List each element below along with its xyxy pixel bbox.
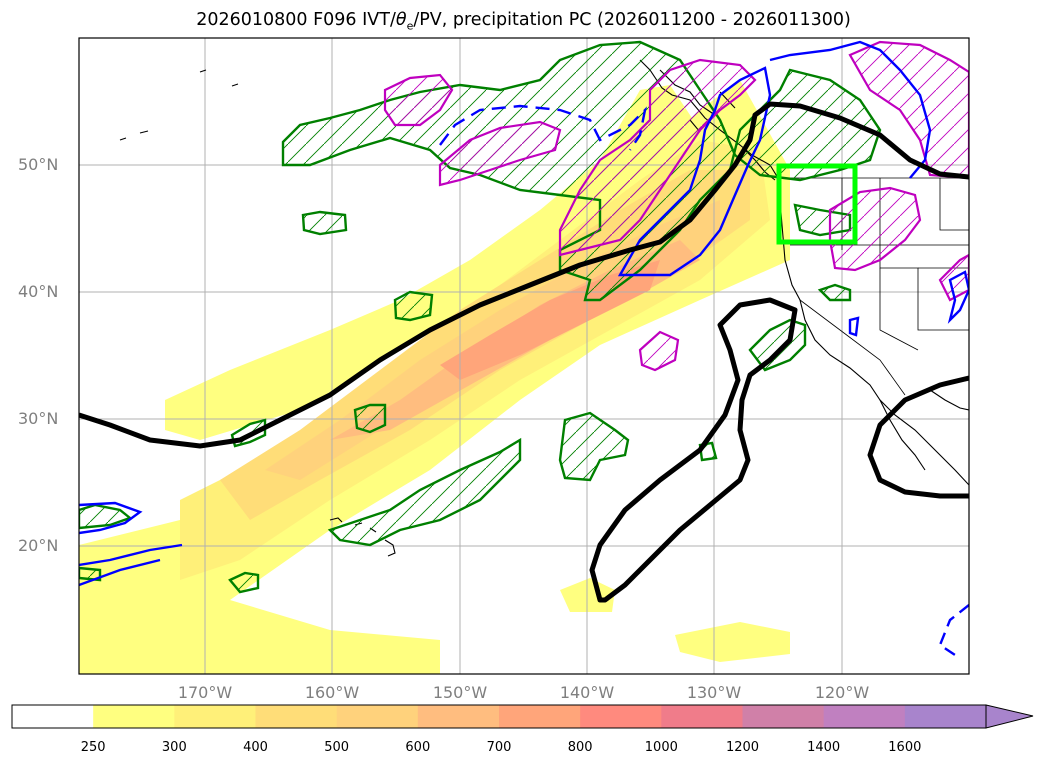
colorbar-swatch-3	[255, 705, 338, 728]
colorbar-swatch-1	[93, 705, 175, 728]
colorbar-swatch-10	[823, 705, 906, 728]
colorbar-tick-1400: 1400	[807, 740, 841, 755]
colorbar-border	[11, 704, 987, 729]
title-sub: e	[406, 19, 414, 33]
colorbar-tick-600: 600	[405, 740, 431, 755]
ivt-band-250-c	[165, 85, 700, 440]
green-contour-6	[353, 403, 387, 434]
blue-contour-sw	[79, 501, 143, 535]
colorbar-swatches	[12, 705, 987, 728]
colorbar-tick-700: 700	[486, 740, 512, 755]
green-contour-2	[393, 290, 434, 322]
magenta-contour-4	[848, 40, 969, 180]
blue-contour-main	[617, 66, 772, 277]
title-prefix: 2026010800 F096 IVT/	[196, 10, 396, 30]
colorbar-swatch-5	[417, 705, 500, 728]
lat-label-20n: 20°N	[18, 536, 59, 555]
colorbar-tick-400: 400	[243, 740, 268, 755]
lat-label-50n: 50°N	[18, 155, 59, 174]
lat-label-30n: 30°N	[18, 409, 59, 428]
title-suffix: /PV, precipitation PC (2026011200 - 2026…	[413, 10, 851, 30]
lat-label-40n: 40°N	[18, 282, 59, 301]
blue-contour-north	[769, 40, 932, 179]
colorbar-swatch-7	[580, 705, 662, 728]
colorbar-swatch-11	[904, 705, 987, 728]
blue-contours	[79, 40, 969, 656]
highlight-box	[776, 163, 858, 245]
gulf-coast	[929, 389, 969, 411]
colorbar-tick-250: 250	[80, 740, 106, 755]
lon-label-130w: 130°W	[686, 683, 742, 702]
colorbar-tick-500: 500	[324, 740, 350, 755]
green-contour-3	[558, 411, 630, 482]
green-contour-4	[327, 437, 522, 547]
colorbar	[11, 704, 1034, 729]
blue-contour-dashed	[439, 104, 647, 151]
green-contour-11	[79, 566, 102, 582]
colorbar-extend-arrow	[985, 704, 1034, 729]
black-contour-main	[79, 101, 969, 449]
map-panel	[78, 37, 970, 675]
map-border	[78, 37, 970, 675]
colorbar-swatch-0	[12, 705, 94, 728]
aleutian-islands	[119, 69, 527, 141]
green-contour-12	[817, 283, 852, 302]
colorbar-swatch-2	[174, 705, 256, 728]
blue-contour-sw2	[79, 543, 183, 587]
colorbar-tick-1000: 1000	[644, 740, 678, 755]
black-contour-trough	[589, 297, 798, 603]
black-contours	[79, 101, 969, 603]
colorbar-tick-300: 300	[161, 740, 187, 755]
magenta-contour-3	[558, 58, 757, 257]
blue-contour-small	[848, 316, 860, 337]
lon-label-120w: 120°W	[814, 683, 870, 702]
black-contour-se	[867, 375, 969, 499]
colorbar-swatch-6	[499, 705, 581, 728]
colorbar-swatch-4	[336, 705, 419, 728]
lon-label-170w: 170°W	[177, 683, 233, 702]
colorbar-tick-1600: 1600	[888, 740, 922, 755]
colorbar-tick-1200: 1200	[725, 740, 760, 755]
magenta-contour-1	[383, 73, 454, 127]
lon-label-150w: 150°W	[432, 683, 488, 702]
colorbar-swatch-9	[742, 705, 825, 728]
colorbar-swatch-8	[661, 705, 743, 728]
title-theta: θ	[395, 10, 407, 30]
ivt-band-250-b	[79, 540, 440, 674]
blue-contour-e	[947, 270, 969, 324]
magenta-contour-6	[638, 330, 680, 372]
colorbar-tick-800: 800	[567, 740, 593, 755]
green-contour-7	[228, 571, 260, 594]
lon-label-140w: 140°W	[559, 683, 615, 702]
blue-contour-se	[938, 604, 969, 656]
lon-label-160w: 160°W	[304, 683, 360, 702]
ivt-band-250-e	[675, 622, 790, 662]
coastlines	[119, 59, 969, 557]
magenta-contour-2	[438, 120, 562, 187]
page-title: 2026010800 F096 IVT/θe/PV, precipitation…	[0, 10, 1047, 33]
baja-coast	[879, 399, 926, 471]
green-contour-1	[301, 210, 348, 236]
